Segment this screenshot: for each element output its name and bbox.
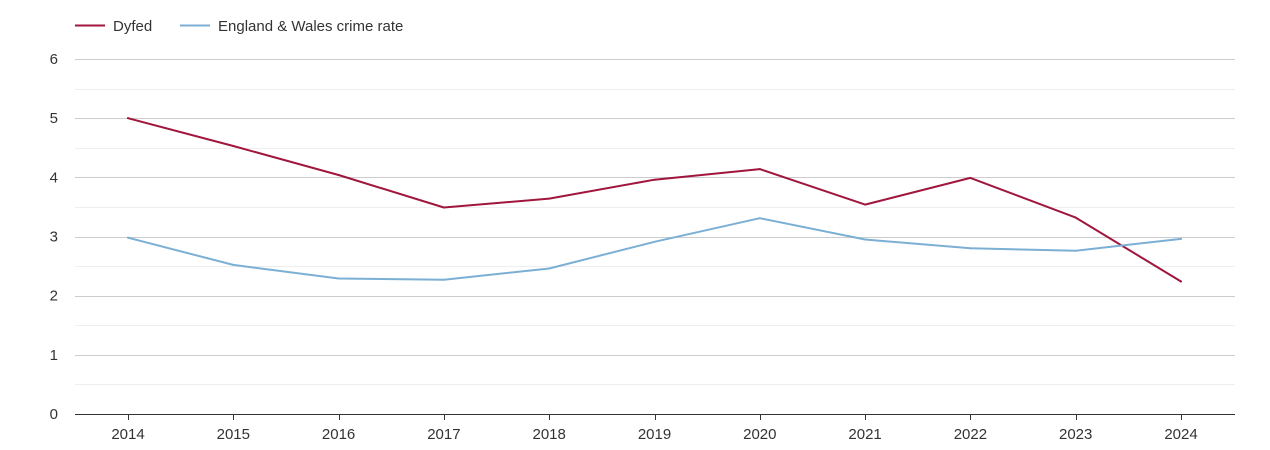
data-point[interactable]	[232, 144, 235, 147]
data-point[interactable]	[758, 217, 761, 220]
x-tick-label: 2017	[427, 426, 460, 443]
data-point[interactable]	[653, 240, 656, 243]
data-point[interactable]	[653, 178, 656, 181]
data-point[interactable]	[864, 203, 867, 206]
data-point[interactable]	[1074, 249, 1077, 252]
legend-label: Dyfed	[113, 18, 152, 35]
data-point[interactable]	[442, 278, 445, 281]
legend-label: England & Wales crime rate	[218, 18, 403, 35]
data-point[interactable]	[969, 247, 972, 250]
series-line-0[interactable]	[127, 117, 1182, 283]
data-point[interactable]	[548, 197, 551, 200]
axis-layer: 2014 2015 2016 2017 2018 2019 2020 2021 2022 2023…	[50, 51, 1235, 443]
data-point[interactable]	[1074, 216, 1077, 219]
series-line-1[interactable]	[127, 217, 1182, 281]
y-tick-label: 4	[50, 169, 58, 186]
data-point[interactable]	[127, 117, 129, 120]
y-tick-label: 0	[50, 406, 58, 423]
y-tick-label: 6	[50, 51, 58, 68]
x-tick-label: 2016	[322, 426, 355, 443]
x-tick-label: 2019	[638, 426, 671, 443]
y-tick-label: 5	[50, 110, 58, 127]
series-layer	[127, 117, 1182, 283]
data-point[interactable]	[969, 176, 972, 179]
x-tick-label: 2015	[217, 426, 250, 443]
x-tick-label: 2014	[111, 426, 144, 443]
data-point[interactable]	[232, 263, 235, 266]
data-point[interactable]	[1180, 237, 1182, 240]
data-point[interactable]	[548, 267, 551, 270]
data-point[interactable]	[127, 236, 129, 239]
x-tick-label: 2022	[954, 426, 987, 443]
data-point[interactable]	[864, 238, 867, 241]
x-tick-label: 2024	[1164, 426, 1197, 443]
x-tick-label: 2021	[848, 426, 881, 443]
x-tick-label: 2023	[1059, 426, 1092, 443]
data-point[interactable]	[758, 168, 761, 171]
y-tick-label: 2	[50, 288, 58, 305]
legend-item-1[interactable]: England & Wales crime rate	[180, 18, 403, 35]
data-point[interactable]	[337, 173, 340, 176]
data-point[interactable]	[442, 206, 445, 209]
x-tick-label: 2020	[743, 426, 776, 443]
legend-item-0[interactable]: Dyfed	[75, 18, 152, 35]
x-tick-label: 2018	[533, 426, 566, 443]
y-tick-label: 1	[50, 347, 58, 364]
data-point[interactable]	[1180, 280, 1182, 283]
legend[interactable]: Dyfed England & Wales crime rate	[75, 18, 403, 35]
data-point[interactable]	[337, 277, 340, 280]
y-tick-label: 3	[50, 229, 58, 246]
grid-layer	[75, 59, 1235, 385]
